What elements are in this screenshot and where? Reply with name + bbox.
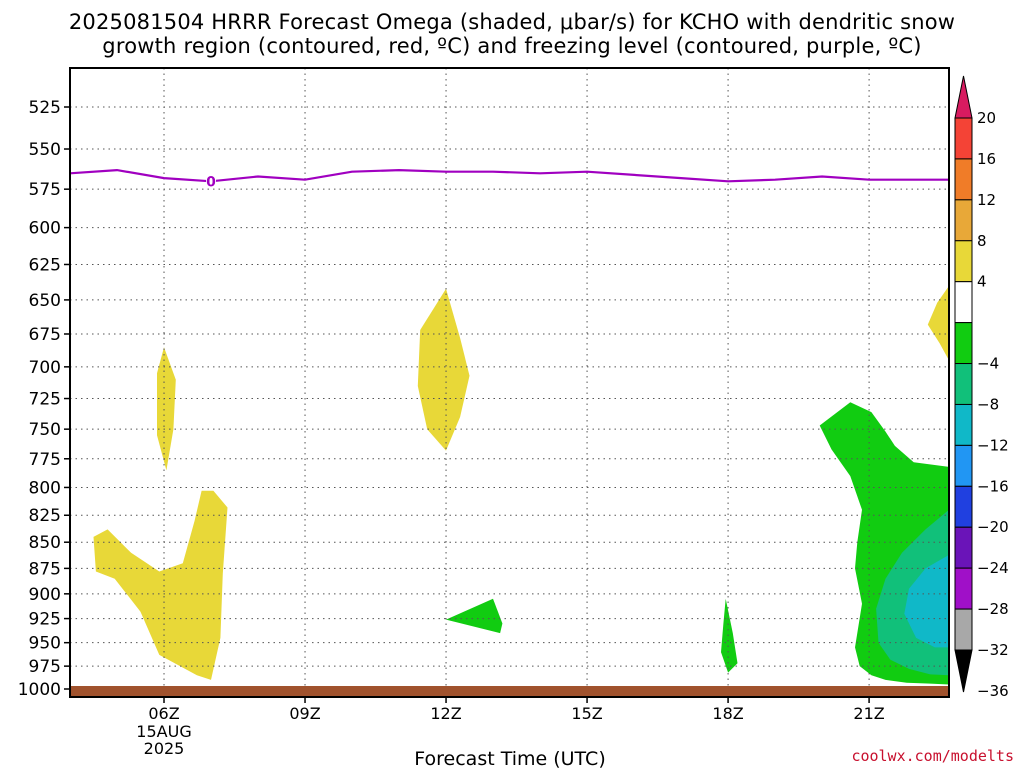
colorbar-arrow-bottom — [954, 649, 973, 693]
x-axis-title: Forecast Time (UTC) — [414, 748, 605, 768]
omega-region-6 — [721, 598, 738, 673]
y-tick-label-550: 550 — [29, 140, 61, 160]
colorbar-label-13: −36 — [977, 682, 1009, 700]
colorbar-bin-5 — [954, 281, 973, 324]
omega-region-9 — [904, 554, 949, 648]
y-tick-label-650: 650 — [29, 291, 61, 311]
y-tick-label-900: 900 — [29, 585, 61, 605]
y-tick-label-800: 800 — [29, 478, 61, 498]
x-tick-label-09Z: 09Z — [289, 704, 320, 723]
y-tick-label-875: 875 — [29, 559, 61, 579]
y-tick-label-725: 725 — [29, 390, 61, 410]
colorbar-label-1: 16 — [977, 150, 996, 168]
colorbar-label-0: 20 — [977, 109, 996, 127]
y-tick-label-575: 575 — [29, 180, 61, 200]
colorbar-label-5: −4 — [977, 355, 999, 373]
omega-region-2 — [93, 490, 228, 680]
colorbar-label-3: 8 — [977, 232, 987, 250]
x-tick-label-21Z: 21Z — [853, 704, 884, 723]
colorbar-bin-12 — [954, 567, 973, 610]
omega-region-1 — [157, 347, 176, 471]
freezing-level-label: 0 — [206, 174, 216, 190]
y-tick-label-975: 975 — [29, 657, 61, 677]
colorbar-bin-11 — [954, 526, 973, 569]
colorbar-bin-2 — [954, 158, 973, 201]
colorbar: 20 16 12 8 4 −4 −8 −12 −16 −20 −24 −28 −32 −36 — [954, 75, 1009, 700]
y-axis: 525 550 575 600 625 650 675 700 725 750 775 800 825 8… — [18, 98, 70, 700]
y-tick-label-825: 825 — [29, 506, 61, 526]
y-tick-label-625: 625 — [29, 255, 61, 275]
x-tick-label-15Z: 15Z — [571, 704, 602, 723]
y-tick-label-525: 525 — [29, 98, 61, 118]
y-tick-label-925: 925 — [29, 610, 61, 630]
x-tick-label-18Z: 18Z — [712, 704, 743, 723]
y-tick-label-700: 700 — [29, 358, 61, 378]
colorbar-arrow-top — [954, 75, 973, 119]
omega-shading — [93, 285, 949, 685]
colorbar-bin-7 — [954, 363, 973, 405]
y-tick-label-675: 675 — [29, 325, 61, 345]
colorbar-bin-13 — [954, 608, 973, 651]
y-tick-label-850: 850 — [29, 533, 61, 553]
omega-region-4 — [927, 285, 949, 361]
omega-region-5 — [446, 598, 503, 634]
colorbar-label-7: −12 — [977, 436, 1009, 454]
colorbar-bin-4 — [954, 240, 973, 283]
y-tick-label-1000: 1000 — [18, 680, 61, 700]
y-tick-label-775: 775 — [29, 450, 61, 470]
chart-title-line1: 2025081504 HRRR Forecast Omega (shaded, … — [68, 10, 956, 34]
colorbar-label-8: −16 — [977, 477, 1009, 495]
colorbar-label-4: 4 — [977, 273, 987, 291]
plot-frame — [69, 67, 950, 698]
ground-strip — [70, 686, 949, 697]
colorbar-bin-1 — [954, 117, 973, 160]
x-tick-label-06Z: 06Z — [148, 704, 179, 723]
y-tick-label-600: 600 — [29, 219, 61, 239]
credit-text: coolwx.com/modelts — [851, 747, 1014, 765]
colorbar-label-11: −28 — [977, 600, 1009, 618]
freezing-level-line — [70, 168, 949, 183]
y-tick-label-750: 750 — [29, 420, 61, 440]
colorbar-label-9: −20 — [977, 518, 1009, 536]
x-tick-label-12Z: 12Z — [430, 704, 461, 723]
colorbar-label-10: −24 — [977, 559, 1009, 577]
colorbar-bin-9 — [954, 444, 973, 487]
colorbar-bin-10 — [954, 485, 973, 528]
contour-overlay: 0 — [70, 168, 949, 697]
freezing-label-bg — [206, 173, 217, 188]
chart-title-line2: growth region (contoured, red, ºC) and f… — [102, 34, 922, 58]
colorbar-label-6: −8 — [977, 395, 999, 413]
colorbar-label-2: 12 — [977, 191, 996, 209]
y-tick-label-950: 950 — [29, 634, 61, 654]
x-tick-sublabel-1: 15AUG — [136, 722, 191, 741]
colorbar-label-12: −32 — [977, 641, 1009, 659]
x-tick-sublabel-2: 2025 — [144, 739, 185, 758]
colorbar-bin-6 — [954, 322, 973, 365]
colorbar-bin-8 — [954, 403, 973, 446]
omega-region-3 — [417, 288, 470, 451]
colorbar-bin-3 — [954, 199, 973, 242]
